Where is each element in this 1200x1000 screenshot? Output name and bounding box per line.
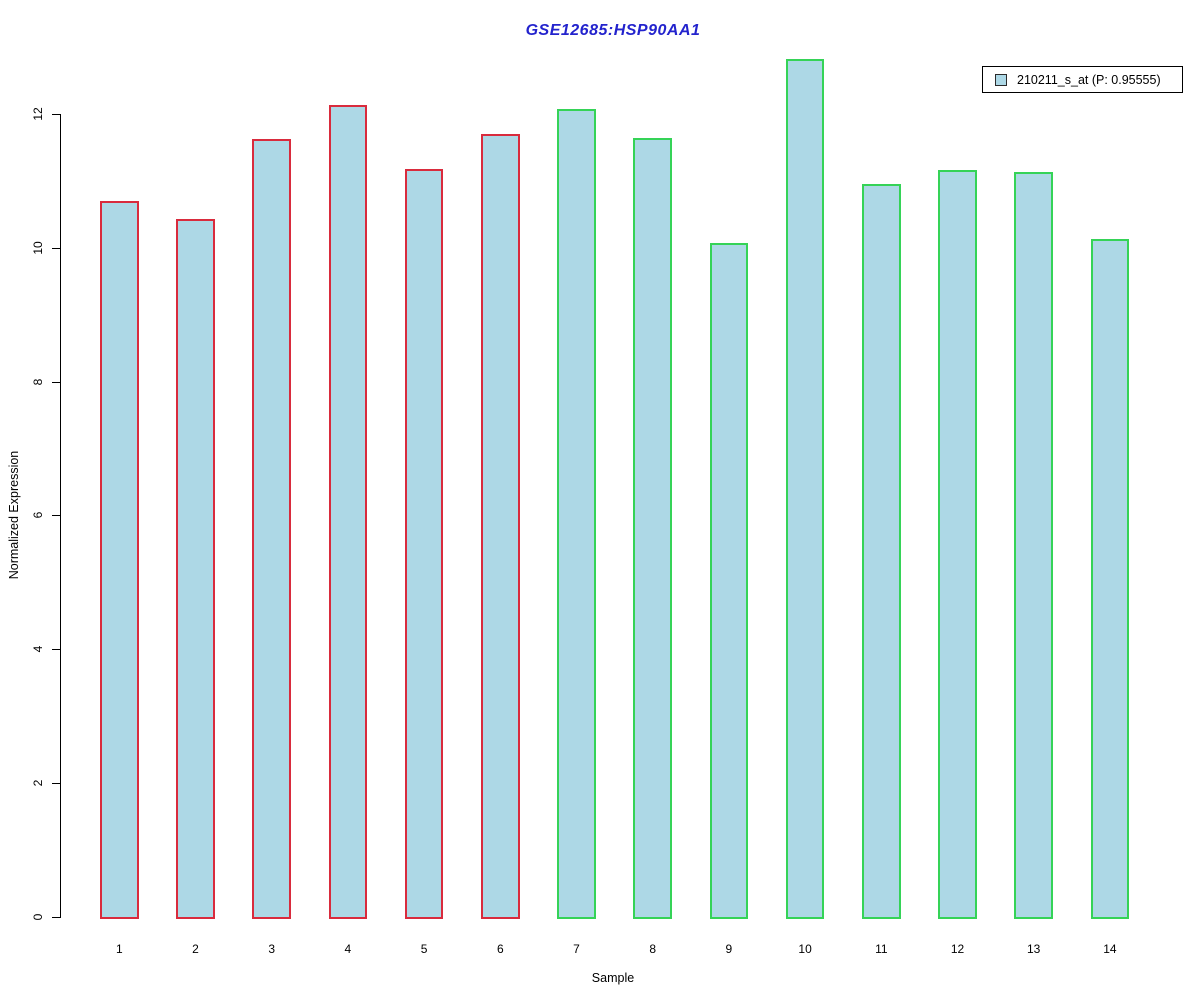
bar-sample-1 [100, 200, 139, 919]
y-tick-label: 12 [31, 107, 45, 121]
x-tick-label: 1 [115, 942, 123, 956]
y-tick-label: 8 [31, 378, 45, 385]
x-tick-label: 14 [1103, 942, 1117, 956]
chart-title: GSE12685:HSP90AA1 [525, 22, 701, 39]
bar-sample-5 [404, 168, 444, 919]
bar-sample-14 [1090, 239, 1130, 919]
y-tick-mark [52, 381, 60, 383]
legend-label: 210211_s_at (P: 0.95555) [1017, 72, 1161, 87]
bar-sample-3 [252, 138, 291, 919]
y-tick-mark [52, 649, 60, 651]
bar-sample-2 [176, 219, 215, 919]
x-tick-label: 2 [192, 942, 199, 956]
y-tick-label: 0 [31, 913, 45, 921]
y-tick-mark [52, 113, 60, 115]
x-tick-label: 3 [268, 942, 276, 956]
y-axis-line [60, 113, 61, 918]
x-tick-label: 11 [875, 942, 888, 956]
x-tick-label: 7 [573, 942, 580, 956]
y-tick-label: 4 [31, 645, 45, 653]
y-tick-label: 10 [31, 241, 45, 255]
x-tick-label: 13 [1027, 942, 1041, 956]
bar-sample-6 [481, 134, 520, 919]
x-axis-title: Sample [591, 971, 635, 985]
bar-sample-13 [1014, 172, 1053, 919]
x-tick-label: 12 [950, 942, 965, 956]
y-tick-label: 2 [31, 779, 45, 787]
y-tick-mark [52, 247, 60, 249]
x-tick-label: 4 [344, 942, 352, 956]
x-tick-label: 5 [420, 942, 428, 956]
legend: 210211_s_at (P: 0.95555) [982, 66, 1183, 93]
bar-sample-9 [709, 243, 749, 919]
y-tick-mark [52, 917, 60, 918]
legend-swatch-icon [995, 73, 1007, 86]
y-tick-mark [52, 515, 60, 517]
y-tick-label: 6 [31, 512, 45, 519]
bar-sample-12 [938, 170, 977, 919]
x-tick-label: 10 [798, 942, 812, 956]
bar-sample-7 [557, 109, 596, 919]
x-tick-label: 8 [649, 942, 657, 956]
x-tick-label: 6 [496, 942, 504, 956]
y-axis-title: Normalized Expression [7, 450, 21, 580]
bar-sample-11 [862, 184, 901, 919]
x-tick-label: 9 [725, 942, 733, 956]
y-tick-mark [52, 783, 60, 785]
bar-sample-8 [633, 138, 672, 919]
bar-sample-10 [785, 59, 825, 919]
bar-sample-4 [328, 105, 368, 919]
